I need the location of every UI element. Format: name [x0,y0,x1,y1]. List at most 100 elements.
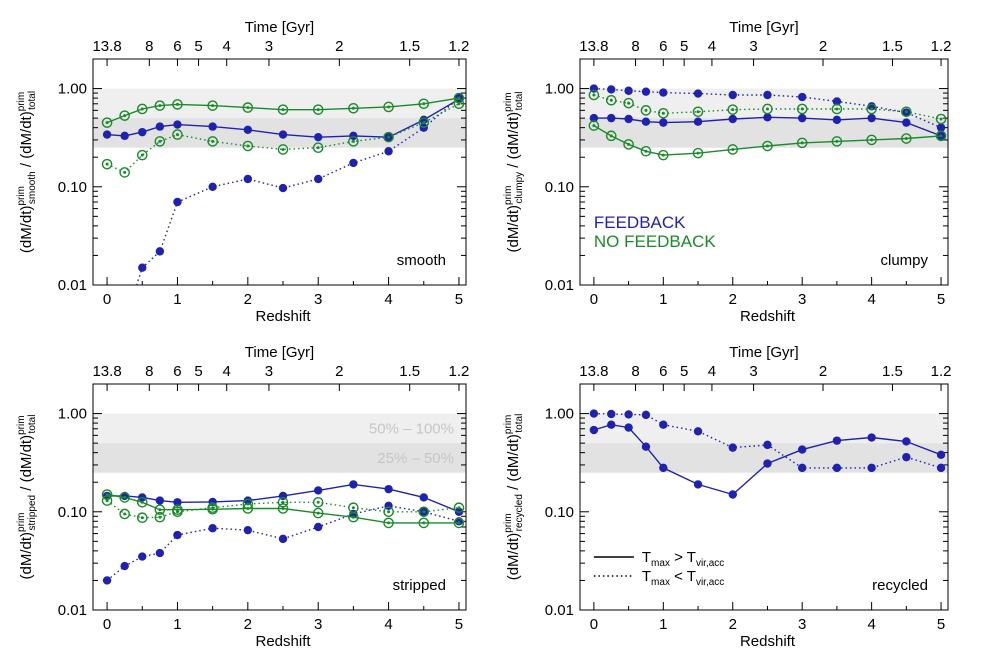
data-point [763,90,772,100]
data-point [605,94,617,106]
top-tick-label: 3 [265,38,273,55]
data-point [383,131,394,143]
x-tick-label: 3 [314,616,322,633]
y-tick-label: 0.10 [545,504,574,521]
data-point [155,496,165,505]
data-point [243,174,253,184]
data-point-center [696,110,700,114]
data-point [659,88,668,97]
data-point-center [211,104,215,108]
data-point [207,136,218,147]
data-point [383,517,394,529]
data-point [453,98,465,110]
y-tick-label: 1.00 [58,406,87,423]
y-tick-label: 0.10 [58,504,87,521]
data-point [658,107,669,119]
data-point [314,522,323,532]
data-point [623,139,634,150]
data-point [154,136,166,147]
data-point [935,113,947,125]
data-point [832,463,842,473]
data-point-center [387,521,391,525]
data-point [243,496,253,505]
data-point-center [105,121,109,125]
data-point [312,496,324,508]
data-point-center [316,511,320,515]
top-tick-label: 1.5 [399,38,420,55]
x-tick-label: 5 [937,616,945,633]
data-point-center [123,170,127,174]
data-point [101,489,113,500]
data-point-center [939,134,943,138]
x-tick-label: 0 [103,291,111,308]
data-point [154,100,166,111]
data-point [155,548,165,558]
data-point-center [592,93,596,97]
data-point-center [281,507,285,511]
panel-label: stripped [393,577,446,594]
y-tick-label: 0.01 [545,602,574,619]
data-point-center [316,146,320,150]
data-point [314,486,323,495]
top-tick-label: 6 [173,363,181,380]
top-tick-label: 2 [335,38,343,55]
data-point-center [457,506,461,510]
data-point-center [246,144,250,148]
data-point [136,496,148,508]
data-point [138,552,147,561]
data-point [314,132,323,142]
series-layer [588,84,947,161]
data-point [120,561,129,571]
top-axis-label: Time [Gyr] [729,344,798,361]
data-point [120,131,129,141]
data-point [641,442,651,451]
data-point [623,97,634,109]
data-point [659,420,668,429]
data-point [728,90,737,100]
data-point [155,122,165,131]
x-axis-label: Redshift [256,633,312,650]
top-tick-label: 8 [145,38,153,55]
data-point-center [351,106,355,110]
data-point [101,117,113,128]
top-tick-label: 6 [173,38,181,55]
data-point [278,130,288,139]
y-tick-label: 0.01 [545,277,574,294]
data-point-center [765,144,769,148]
data-point [936,450,946,460]
data-point [453,517,465,529]
data-point-center [422,510,426,514]
x-tick-label: 5 [937,291,945,308]
top-tick-label: 13.8 [92,363,121,380]
data-point [607,420,616,429]
data-point-center [387,135,391,139]
data-point [173,530,182,540]
panel-label: recycled [872,577,928,594]
data-point-center [422,121,426,125]
data-point-center [457,521,461,525]
top-tick-label: 1.5 [882,363,903,380]
data-point [763,459,772,468]
data-point [277,104,289,115]
data-point [102,576,112,585]
data-point [278,183,288,193]
data-point-center [158,508,162,512]
data-point-center [731,108,735,112]
data-point [242,102,254,113]
data-point-center [281,147,285,151]
data-point [348,102,359,114]
data-point [314,174,323,184]
data-point-center [246,106,250,110]
data-point-center [609,98,613,102]
data-point-center [140,516,144,520]
data-point [173,197,182,207]
top-tick-label: 13.8 [579,363,608,380]
data-point-center [246,502,250,506]
data-point [902,118,911,127]
top-tick-label: 1.2 [449,363,470,380]
series-line-feedback-dotted [135,97,460,285]
data-point [277,503,289,514]
data-point [693,427,703,436]
